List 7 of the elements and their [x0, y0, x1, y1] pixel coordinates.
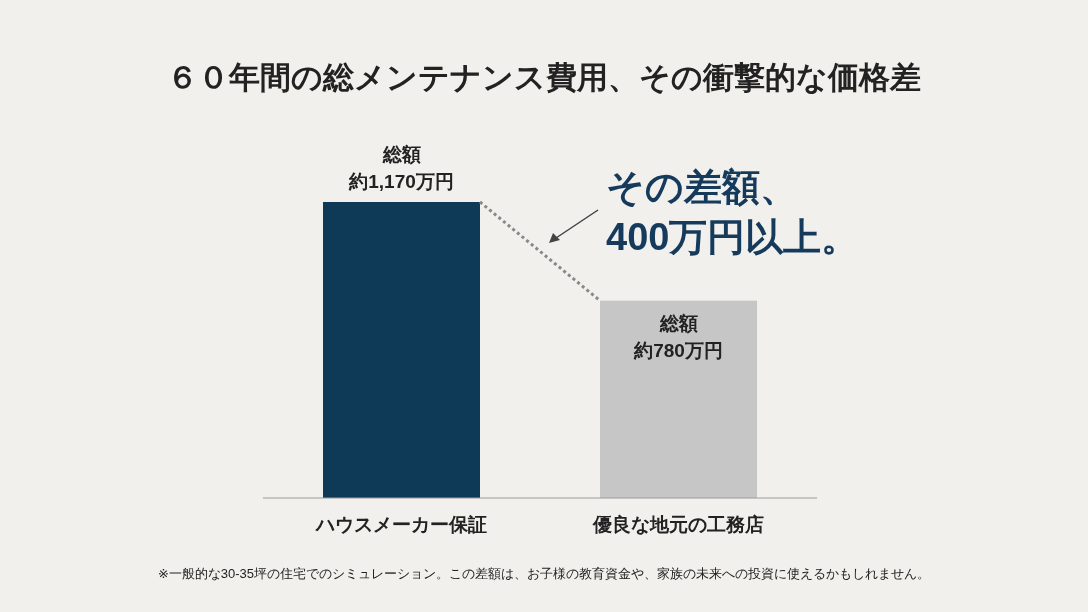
text: ※一般的な30-35坪の住宅でのシミュレーション。この差額は、お子様の教育資金や、家族の未来への投資に使えるかもしれません。 — [157, 566, 931, 581]
x-tick-label: 優良な地元の工務店 — [592, 514, 764, 535]
chart-title: ６０年間の総メンテナンス費用、その衝撃的な価格差 — [167, 60, 921, 95]
data-label: 総額約1,170万円 — [348, 144, 454, 192]
annotation: その差額、 400万円以上。 — [606, 166, 860, 258]
data-label: 総額約780万円 — [633, 312, 723, 361]
x-tick-label: ハウスメーカー保証 — [314, 514, 487, 535]
